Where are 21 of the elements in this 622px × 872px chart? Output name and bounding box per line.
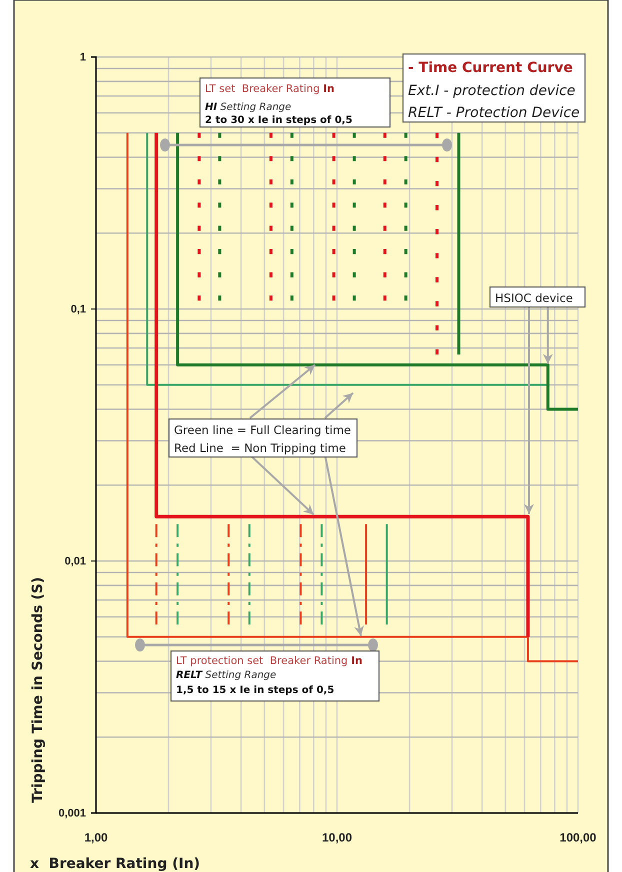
x-tick-label: 100,00 bbox=[560, 830, 597, 845]
annotation: 1,5 to 15 x Ie in steps of 0,5 bbox=[176, 685, 334, 696]
annotation: RELT Setting Range bbox=[176, 670, 276, 681]
y-axis-title: Tripping Time in Seconds (S) bbox=[30, 577, 46, 803]
x-tick-label: 10,00 bbox=[322, 830, 352, 845]
annotation: - Time Current Curve bbox=[408, 60, 573, 76]
annotation: HSIOC device bbox=[495, 291, 573, 305]
annotation: Green line = Full Clearing time bbox=[174, 423, 351, 437]
annotation: Ext.I - protection device bbox=[408, 83, 576, 99]
y-tick-label: 0,1 bbox=[70, 304, 86, 316]
annotation: LT protection set Breaker Rating In bbox=[176, 655, 362, 667]
y-tick-label: 0,001 bbox=[58, 808, 86, 820]
x-axis-title: x Breaker Rating (In) bbox=[30, 856, 200, 872]
y-tick-label: 0,01 bbox=[64, 556, 86, 568]
y-tick-label: 1 bbox=[80, 52, 86, 64]
annotation: RELT - Protection Device bbox=[408, 105, 580, 121]
annotation: HI Setting Range bbox=[205, 102, 292, 113]
annotation: 2 to 30 x Ie in steps of 0,5 bbox=[205, 115, 352, 126]
annotation: LT set Breaker Rating In bbox=[205, 83, 334, 95]
x-tick-label: 1,00 bbox=[84, 830, 108, 845]
annotation: Red Line = Non Tripping time bbox=[174, 441, 346, 455]
